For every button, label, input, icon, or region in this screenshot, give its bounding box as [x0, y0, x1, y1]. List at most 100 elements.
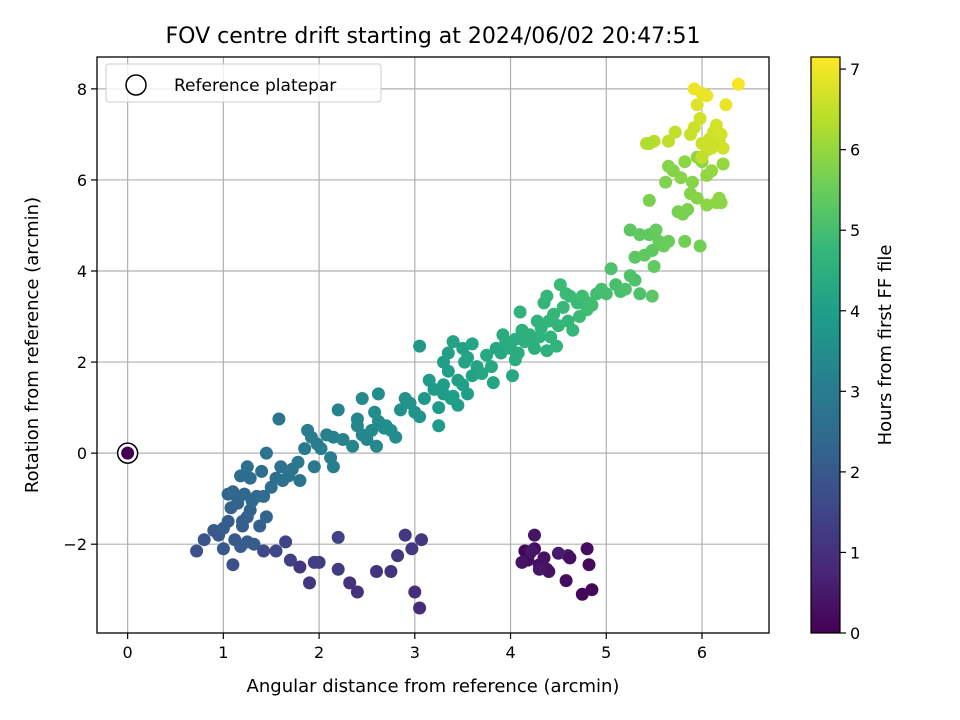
- data-point: [269, 544, 283, 558]
- data-point: [642, 193, 656, 207]
- data-point: [437, 378, 450, 392]
- data-point: [486, 376, 500, 390]
- data-point: [585, 583, 599, 597]
- data-point: [618, 282, 632, 296]
- legend: Reference platepar: [105, 63, 382, 103]
- data-point: [532, 562, 546, 576]
- data-point: [604, 262, 618, 276]
- colorbar-gradient: [811, 57, 840, 633]
- data-point: [513, 305, 527, 319]
- colorbar-frame: [810, 56, 841, 634]
- data-point: [705, 164, 719, 178]
- x-tick-label: 1: [218, 643, 228, 662]
- data-point: [690, 191, 704, 205]
- data-point: [506, 369, 519, 383]
- data-point: [662, 134, 675, 148]
- colorbar: 0 1 2 3 4 5 6 7 Hours from first FF file: [810, 56, 896, 643]
- data-point: [645, 289, 659, 303]
- y-axis-label: Rotation from reference (arcmin): [22, 197, 43, 493]
- data-point: [291, 455, 305, 469]
- data-point: [508, 353, 522, 367]
- x-axis-label: Angular distance from reference (arcmin): [247, 676, 620, 697]
- data-point: [714, 127, 728, 141]
- data-point: [628, 273, 642, 287]
- data-point: [668, 125, 682, 139]
- y-tick-label: 8: [77, 80, 87, 99]
- data-point: [525, 544, 539, 558]
- data-point: [226, 558, 240, 572]
- x-tick-label: 4: [505, 643, 515, 662]
- data-point: [700, 89, 714, 103]
- legend-marker: [125, 74, 147, 96]
- data-point: [645, 244, 659, 257]
- data-point: [331, 530, 345, 544]
- colorbar-tick-label: 1: [850, 543, 860, 562]
- colorbar-tick-label: 7: [850, 60, 860, 79]
- data-point: [293, 474, 307, 487]
- plot-frame: [96, 56, 770, 634]
- data-point: [413, 410, 427, 424]
- data-point: [417, 392, 431, 405]
- data-point: [674, 171, 688, 185]
- data-point: [719, 98, 733, 112]
- data-point: [405, 542, 419, 556]
- data-point: [547, 307, 561, 321]
- data-point: [331, 562, 345, 576]
- data-point: [446, 335, 460, 349]
- y-tick-label: 2: [77, 353, 87, 372]
- data-point: [559, 574, 573, 588]
- data-point: [257, 544, 271, 558]
- data-point: [314, 442, 328, 456]
- data-point: [731, 77, 745, 91]
- data-point: [370, 439, 383, 453]
- data-point: [700, 198, 714, 212]
- data-point: [370, 565, 383, 578]
- colorbar-tick-label: 6: [850, 141, 860, 160]
- data-point: [480, 348, 494, 362]
- data-point: [331, 403, 345, 417]
- data-point: [662, 234, 675, 248]
- data-point: [693, 239, 707, 253]
- data-point: [540, 289, 554, 303]
- y-axis-ticks: −2 0 2 4 6 8: [63, 80, 97, 554]
- data-point: [343, 576, 357, 590]
- data-point: [283, 553, 297, 567]
- data-point: [681, 203, 695, 216]
- data-point: [413, 601, 427, 615]
- data-point: [307, 460, 321, 474]
- data-point: [633, 228, 647, 242]
- data-point: [515, 555, 529, 569]
- data-point: [355, 392, 369, 405]
- data-point: [257, 489, 271, 503]
- data-point: [391, 549, 405, 563]
- data-point: [432, 401, 446, 415]
- data-point: [563, 551, 577, 565]
- colorbar-tick-label: 5: [850, 221, 860, 240]
- data-point: [678, 155, 692, 169]
- data-point: [714, 196, 728, 210]
- data-point: [236, 514, 249, 528]
- data-point: [255, 464, 269, 478]
- data-point: [716, 157, 730, 171]
- data-point: [580, 542, 594, 556]
- data-point: [279, 535, 293, 549]
- data-point: [556, 300, 570, 314]
- data-point: [307, 555, 321, 569]
- data-point: [350, 419, 364, 433]
- data-point: [566, 323, 580, 337]
- reference-point: [121, 446, 135, 460]
- data-point: [528, 528, 541, 542]
- data-point: [326, 460, 340, 474]
- data-point: [408, 585, 422, 599]
- x-tick-label: 6: [697, 643, 707, 662]
- data-point: [707, 137, 720, 150]
- y-tick-label: −2: [63, 535, 87, 554]
- data-point: [647, 260, 661, 273]
- data-point: [465, 337, 479, 351]
- data-point: [523, 332, 537, 346]
- legend-box: [105, 63, 382, 103]
- data-point: [259, 510, 273, 524]
- data-point: [247, 537, 261, 551]
- data-point: [371, 387, 385, 401]
